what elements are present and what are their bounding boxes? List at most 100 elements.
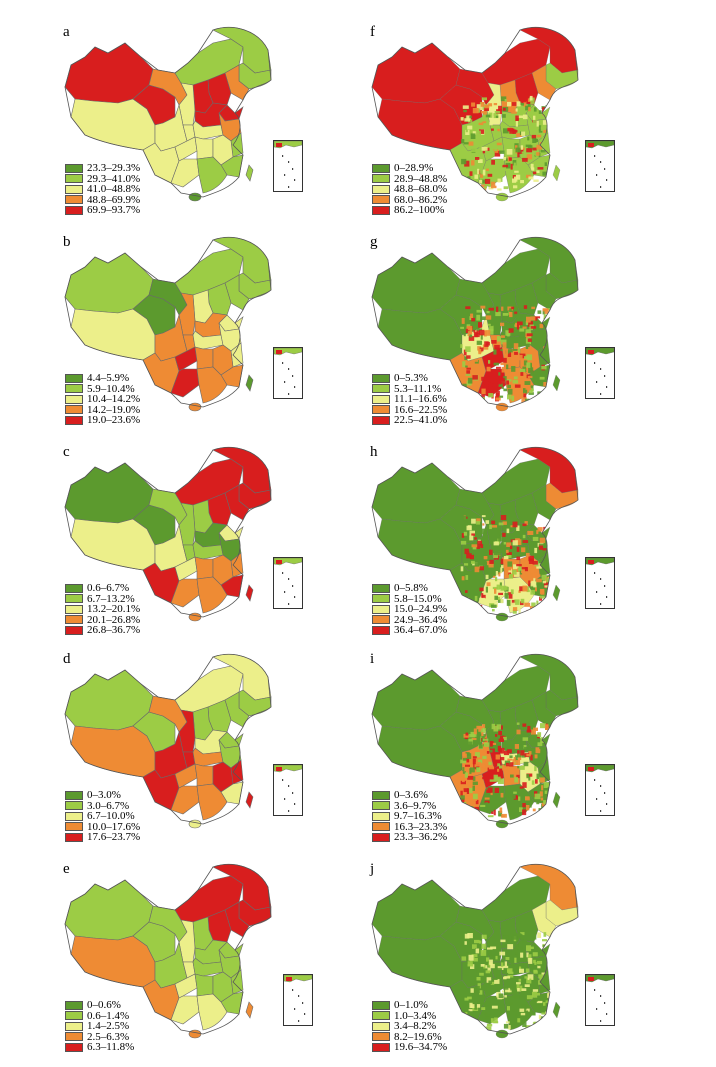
legend-label: 5.8–15.0% — [394, 592, 442, 605]
panel-g-letter: g — [370, 234, 378, 250]
panel-e-letter: e — [63, 861, 70, 877]
region-hainan — [495, 612, 509, 622]
country-outline — [371, 446, 579, 618]
region-hunan — [194, 136, 214, 160]
legend-item: 9.7–16.3% — [372, 811, 447, 822]
legend-item: 16.3–23.3% — [372, 820, 448, 833]
region-hainan — [495, 1029, 509, 1039]
legend-label: 0.6–1.4% — [87, 1009, 130, 1022]
region-hainan — [495, 402, 509, 412]
legend-item: 3.4–8.2% — [372, 1021, 447, 1032]
legend-item: 2.5–6.3% — [65, 1031, 134, 1043]
legend-swatch — [65, 594, 83, 604]
legend-swatch — [65, 615, 83, 625]
legend-label: 1.4–2.5% — [87, 1020, 130, 1032]
panel-h-letter: h — [370, 444, 378, 460]
region-taiwan — [552, 791, 561, 809]
legend-swatch — [372, 184, 390, 194]
legend-swatch — [65, 583, 83, 593]
legend-label: 26.8–36.7% — [87, 624, 141, 636]
legend-swatch — [65, 174, 83, 184]
legend-label: 10.4–14.2% — [87, 393, 141, 405]
legend-swatch — [65, 1042, 83, 1052]
region-taiwan — [552, 164, 561, 182]
legend-item: 0–3.6% — [372, 790, 447, 801]
region-hainan — [188, 192, 202, 202]
panel-c-map — [64, 446, 272, 622]
legend-label: 68.0–86.2% — [394, 193, 448, 206]
legend-item: 0–5.3% — [372, 373, 447, 384]
map-regions — [64, 447, 272, 622]
region-guangdong — [196, 576, 228, 614]
legend-label: 5.9–10.4% — [87, 382, 135, 395]
country-outline — [64, 446, 272, 618]
legend-label: 6.7–13.2% — [87, 592, 135, 605]
legend-label: 0.6–6.7% — [87, 582, 130, 594]
legend-item: 19.0–23.6% — [65, 415, 140, 426]
country-outline — [64, 863, 272, 1035]
legend-swatch — [65, 1011, 83, 1021]
legend-label: 0–0.6% — [87, 999, 121, 1011]
region-hainan — [188, 612, 202, 622]
region-tibet — [377, 308, 463, 361]
inset-map — [586, 558, 614, 605]
legend-item: 16.6–22.5% — [372, 404, 447, 416]
legend-label: 69.9–93.7% — [87, 204, 141, 216]
panel-j-legend: 0–1.0% 1.0–3.4% 3.4–8.2% 8.2–19.6% 19.6–… — [372, 1000, 447, 1053]
panel-f-letter: f — [370, 24, 375, 40]
legend-swatch — [65, 604, 83, 614]
south-china-sea-inset — [585, 140, 615, 192]
legend-label: 14.2–19.0% — [87, 403, 141, 416]
region-taiwan — [245, 1001, 254, 1019]
legend-swatch — [65, 801, 83, 811]
legend-swatch — [65, 625, 83, 635]
legend-swatch — [65, 384, 83, 394]
region-tibet — [70, 308, 156, 361]
legend-swatch — [65, 373, 83, 383]
region-guangdong — [196, 783, 228, 821]
legend-item: 14.2–19.0% — [65, 403, 141, 416]
legend-label: 29.3–41.0% — [87, 172, 141, 185]
legend-swatch — [372, 384, 390, 394]
panel-e-map — [64, 863, 272, 1039]
legend-swatch — [372, 1032, 390, 1042]
region-hunan — [194, 763, 214, 787]
panel-d-map — [64, 653, 272, 829]
legend-swatch — [372, 163, 390, 173]
legend-item: 17.6–23.7% — [65, 832, 140, 843]
panel-i: i 0–3.6% 3.6–9.7% 9.7–16.3% 16.3–23.3% 2… — [370, 652, 620, 857]
legend-swatch — [65, 811, 83, 821]
legend-swatch — [65, 405, 83, 415]
south-china-sea-inset — [585, 974, 615, 1026]
legend-item: 5.3–11.1% — [372, 383, 447, 395]
region-hainan — [188, 402, 202, 412]
legend-label: 24.9–36.4% — [394, 613, 448, 626]
inset-map — [284, 975, 312, 1022]
panel-h: h 0–5.8% 5.8–15.0% 15.0–24.9% 24.9–36.4%… — [370, 445, 620, 650]
panel-a-map — [64, 26, 272, 202]
legend-item: 69.9–93.7% — [65, 205, 140, 216]
region-taiwan — [245, 791, 254, 809]
legend-swatch — [372, 801, 390, 811]
panel-b-legend: 4.4–5.9% 5.9–10.4% 10.4–14.2% 14.2–19.0%… — [65, 373, 140, 426]
map-regions — [371, 447, 579, 622]
inset-map — [586, 975, 614, 1022]
legend-swatch — [65, 163, 83, 173]
legend-item: 41.0–48.8% — [65, 184, 140, 195]
legend-item: 15.0–24.9% — [372, 604, 447, 615]
inset-map — [586, 348, 614, 395]
legend-item: 0.6–1.4% — [65, 1009, 134, 1022]
legend-label: 8.2–19.6% — [394, 1030, 442, 1043]
region-tibet — [70, 98, 156, 151]
region-hainan — [495, 819, 509, 829]
legend-swatch — [372, 205, 390, 215]
panel-j: j 0–1.0% 1.0–3.4% 3.4–8.2% 8.2–19.6% 19.… — [370, 862, 620, 1067]
legend-item: 19.6–34.7% — [372, 1042, 447, 1053]
region-hunan — [194, 556, 214, 580]
legend-label: 16.3–23.3% — [394, 820, 448, 833]
region-hainan — [495, 192, 509, 202]
legend-label: 0–5.3% — [394, 372, 428, 384]
legend-label: 0–3.6% — [394, 789, 428, 801]
region-hunan — [194, 346, 214, 370]
legend-item: 48.8–68.0% — [372, 184, 447, 195]
